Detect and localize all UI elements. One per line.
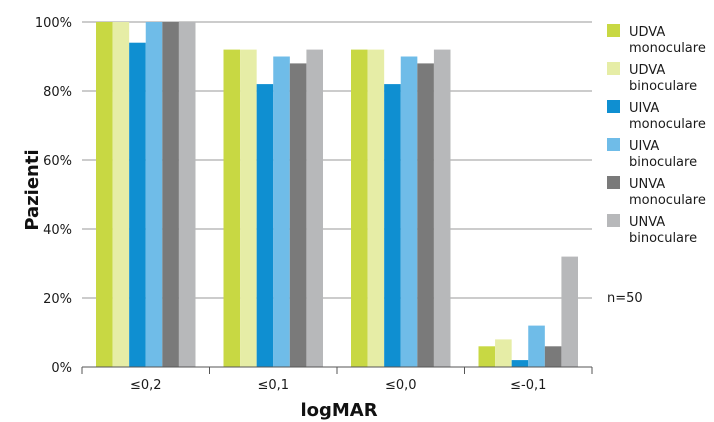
x-axis: ≤0,2 ≤0,1 ≤0,0 ≤-0,1: [81, 366, 593, 393]
bar: [544, 346, 562, 367]
bar: [145, 22, 163, 367]
x-tick-label: ≤0,1: [257, 378, 289, 393]
x-tick-label: ≤-0,1: [510, 378, 546, 393]
bar: [289, 63, 307, 368]
legend-swatch: [607, 24, 620, 37]
sample-size-note: n=50: [607, 291, 643, 306]
y-axis: 0% 20% 40% 60% 80% 100%: [35, 16, 72, 376]
bar: [256, 84, 274, 367]
bar: [96, 22, 113, 367]
bar: [112, 22, 130, 367]
legend-swatch: [607, 138, 620, 151]
legend-swatch: [607, 62, 620, 75]
legend-swatch: [607, 214, 620, 227]
bar: [561, 256, 578, 367]
bar: [306, 49, 323, 367]
x-axis-title: logMAR: [300, 400, 377, 421]
bar: [178, 22, 196, 367]
bar: [273, 56, 290, 367]
y-tick-label: 80%: [43, 85, 72, 100]
bar: [223, 49, 241, 367]
y-tick-label: 60%: [43, 154, 72, 169]
bar: [400, 56, 418, 367]
legend-label: UIVA monoculare: [629, 101, 706, 132]
bar: [433, 49, 451, 367]
y-tick-label: 20%: [43, 292, 72, 307]
bar: [129, 42, 146, 367]
bar: [162, 22, 179, 367]
bar: [367, 49, 385, 367]
x-tick-label: ≤0,2: [130, 378, 162, 393]
y-axis-title: Pazienti: [22, 149, 43, 230]
bar: [240, 49, 257, 367]
x-tick-label: ≤0,0: [385, 378, 417, 393]
bars: [96, 22, 578, 368]
bar: [495, 339, 512, 367]
legend-label: UDVA monoculare: [629, 25, 706, 56]
y-tick-label: 0%: [51, 361, 72, 376]
bar: [478, 346, 496, 367]
legend-label: UNVA monoculare: [629, 177, 706, 208]
bar: [384, 84, 401, 367]
bar: [351, 49, 368, 367]
legend-swatch: [607, 176, 620, 189]
y-tick-label: 40%: [43, 223, 72, 238]
bar: [417, 63, 434, 368]
legend-swatch: [607, 100, 620, 113]
legend-label: UDVA binoculare: [629, 63, 697, 94]
legend-label: UNVA binoculare: [629, 215, 697, 246]
y-tick-label: 100%: [35, 16, 72, 31]
legend-label: UIVA binoculare: [629, 139, 697, 170]
bar: [511, 360, 529, 367]
bar: [528, 325, 545, 367]
legend: UDVA monoculare UDVA binoculare UIVA monocula…: [607, 24, 706, 246]
